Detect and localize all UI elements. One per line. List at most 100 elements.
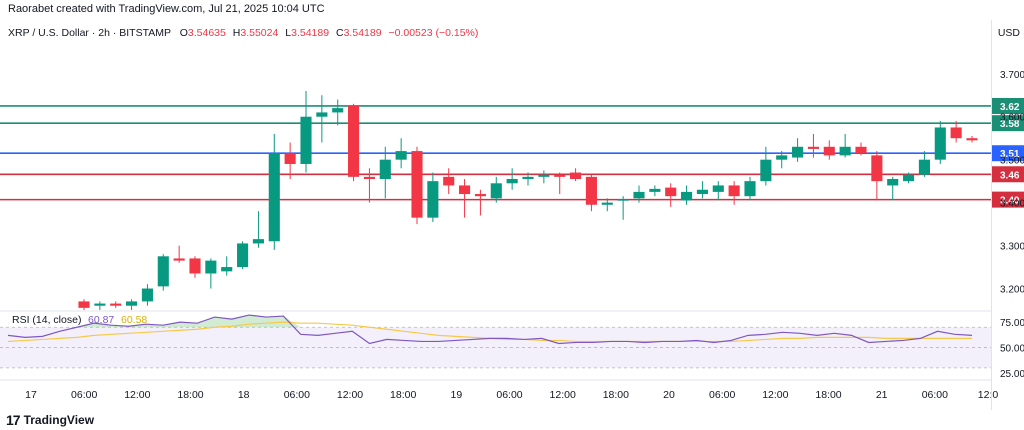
time-tick-label: 18:00 — [390, 389, 416, 401]
candle-body — [221, 267, 233, 272]
candle-body — [728, 185, 740, 197]
candle-body — [633, 191, 645, 199]
time-tick-label: 21 — [876, 389, 888, 401]
tradingview-logo-icon: 17 — [6, 412, 21, 428]
candle-body — [950, 127, 962, 139]
open-value: 3.54635 — [187, 27, 226, 39]
close-value: 3.54189 — [343, 27, 382, 39]
candle-body — [506, 179, 518, 184]
price-level-label: 3.46 — [1000, 170, 1020, 181]
price-level-label: 3.51 — [1000, 149, 1020, 160]
candle-body — [601, 202, 613, 205]
tradingview-brand: TradingView — [23, 413, 95, 427]
candle-body — [934, 127, 946, 160]
rsi-tick-label: 50.00 — [1000, 344, 1024, 355]
time-tick-label: 18:00 — [177, 389, 203, 401]
candle-body — [681, 191, 693, 201]
candlestick-chart[interactable]: 3.62 3.58 3.51 3.46 3.40 3.700 3.600 3.500 3.40… — [0, 0, 1024, 410]
price-level-tag — [992, 145, 1024, 162]
candle-body — [887, 179, 899, 186]
candle-body — [348, 105, 360, 177]
rsi-line — [7, 314, 973, 345]
rsi-value: 60.87 — [88, 314, 114, 326]
time-tick-label: 12:00 — [762, 389, 788, 401]
candle-body — [585, 176, 597, 205]
candle-body — [205, 260, 217, 274]
tradingview-logo: 17 TradingView — [6, 412, 94, 428]
candle-body — [649, 188, 661, 192]
close-label: C — [336, 27, 344, 39]
candle-body — [760, 159, 772, 182]
candle-body — [110, 303, 122, 306]
price-tick-label: 3.300 — [1000, 242, 1024, 253]
price-level-tag — [992, 191, 1024, 208]
rsi-tick-label: 75.00 — [1000, 318, 1024, 329]
candle-body — [855, 146, 867, 154]
rsi-pane — [0, 314, 991, 369]
candle-body — [126, 301, 138, 306]
horizontal-levels: 3.62 3.58 3.51 3.46 3.40 — [0, 97, 1024, 208]
candle-body — [300, 116, 312, 164]
candle-body — [443, 176, 455, 186]
open-label: O — [179, 27, 188, 39]
candle-body — [490, 183, 502, 199]
candle-body — [823, 146, 835, 156]
price-level-label: 3.58 — [1000, 119, 1020, 130]
change-value: −0.00523 (−0.15%) — [388, 27, 479, 39]
time-tick-label: 12:00 — [124, 389, 150, 401]
time-tick-label: 06:00 — [496, 389, 522, 401]
chart-credit: Raorabet created with TradingView.com, J… — [8, 3, 325, 15]
candle-body — [570, 172, 582, 179]
candle-body — [427, 181, 439, 218]
rsi-label: RSI (14, close) — [12, 314, 81, 326]
time-tick-label: 19 — [450, 389, 462, 401]
candle-body — [316, 112, 328, 117]
time-tick-label: 06:00 — [922, 389, 948, 401]
price-tick-label: 3.700 — [1000, 70, 1024, 81]
candle-body — [903, 174, 915, 182]
candle-body — [712, 185, 724, 192]
rsi-ma-value: 60.58 — [121, 314, 147, 326]
symbol-info: XRP / U.S. Dollar · 2h · BITSTAMP O3.546… — [8, 27, 478, 39]
low-label: L — [285, 27, 292, 39]
candle-body — [94, 303, 106, 306]
rsi-tick-label: 25.00 — [1000, 369, 1024, 380]
candle-body — [538, 174, 550, 177]
candle-body — [665, 187, 677, 197]
candle-body — [268, 153, 280, 242]
price-level-tag — [992, 115, 1024, 132]
candle-body — [522, 176, 534, 179]
candle-body — [696, 189, 708, 195]
candle-body — [173, 258, 185, 261]
candle-body — [237, 243, 249, 268]
candle-body — [78, 301, 90, 308]
candle-body — [411, 151, 423, 218]
candle-body — [284, 153, 296, 164]
time-tick-label: 06:00 — [71, 389, 97, 401]
time-tick-label: 12:00 — [550, 389, 576, 401]
candle-body — [332, 108, 344, 113]
time-tick-label: 18:00 — [815, 389, 841, 401]
price-tick-label: 3.600 — [1000, 113, 1024, 124]
time-tick-label: 20 — [663, 389, 675, 401]
currency-label[interactable]: USD — [997, 27, 1020, 39]
price-tick-label: 3.400 — [1000, 199, 1024, 210]
candle-body — [395, 151, 407, 160]
candles — [78, 90, 978, 310]
price-level-tag — [992, 97, 1024, 114]
candle-body — [807, 146, 819, 149]
candle-body — [379, 159, 391, 179]
high-label: H — [232, 27, 241, 39]
candle-body — [792, 146, 804, 158]
symbol-name[interactable]: XRP / U.S. Dollar · 2h · BITSTAMP — [8, 27, 171, 39]
candle-body — [189, 258, 201, 274]
price-tick-label: 3.500 — [1000, 156, 1024, 167]
high-value: 3.55024 — [240, 27, 279, 39]
price-level-label: 3.40 — [1000, 196, 1020, 207]
time-tick-label: 06:00 — [284, 389, 310, 401]
price-tick-label: 3.200 — [1000, 285, 1024, 296]
price-level-label: 3.62 — [1000, 102, 1020, 113]
candle-body — [871, 155, 883, 182]
time-tick-label: 18 — [238, 389, 250, 401]
candle-body — [157, 256, 169, 287]
